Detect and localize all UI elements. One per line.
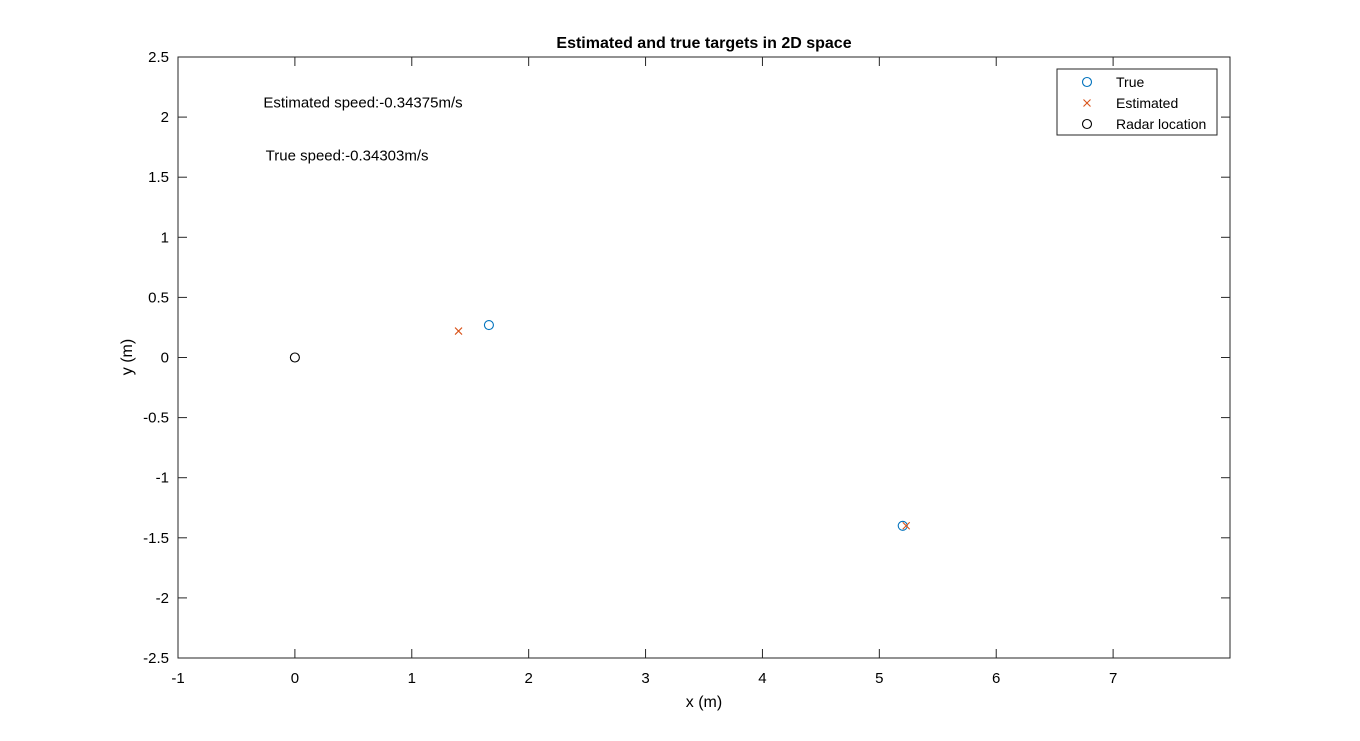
y-tick-label: -2.5 xyxy=(143,650,169,667)
chart-title: Estimated and true targets in 2D space xyxy=(556,35,851,52)
y-axis-label: y (m) xyxy=(119,339,136,375)
x-marker-stroke xyxy=(1083,99,1091,107)
x-axis: -1 0 1 2 3 4 5 6 7 xyxy=(171,57,1117,687)
x-tick-label: 1 xyxy=(408,670,416,687)
y-tick-label: -0.5 xyxy=(143,410,169,427)
legend-marker-radar-location xyxy=(1081,118,1093,130)
point-estimated xyxy=(454,327,463,335)
y-tick-label: -2 xyxy=(156,590,169,607)
legend-box xyxy=(1056,68,1218,136)
y-tick-label: 2 xyxy=(161,109,169,126)
legend-marker-estimated xyxy=(1083,99,1091,107)
speed-annotation: Estimated speed:-0.34375m/s xyxy=(263,94,462,111)
x-tick-label: 3 xyxy=(641,670,649,687)
legend-label-true: True xyxy=(1116,74,1144,90)
point-true xyxy=(897,520,908,531)
x-tick-label: 6 xyxy=(992,670,1000,687)
x-tick-label: -1 xyxy=(171,670,184,687)
point-true xyxy=(483,319,494,331)
y-tick-label: 1 xyxy=(161,229,169,246)
x-tick-label: 2 xyxy=(524,670,532,687)
y-tick-label: 2.5 xyxy=(148,49,169,66)
y-tick-label: -1 xyxy=(156,470,169,487)
x-tick-label: 7 xyxy=(1109,670,1117,687)
y-tick-label: -1.5 xyxy=(143,530,169,547)
legend-label-estimated: Estimated xyxy=(1116,95,1178,111)
data-markers xyxy=(289,319,911,531)
legend: True Estimated Radar location xyxy=(1056,68,1218,136)
y-tick-label: 0 xyxy=(161,350,169,367)
legend-label-radar-location: Radar location xyxy=(1116,116,1206,132)
speed-annotation: True speed:-0.34303m/s xyxy=(266,147,429,164)
x-axis-label: x (m) xyxy=(686,694,722,711)
point-radar-location xyxy=(289,352,300,363)
x-marker-stroke xyxy=(902,521,911,530)
legend-marker-true xyxy=(1081,76,1093,88)
annotations: Estimated speed:-0.34375m/s True speed:-0… xyxy=(263,94,462,164)
y-tick-label: 1.5 xyxy=(148,169,169,186)
y-tick-label: 0.5 xyxy=(148,289,169,306)
x-marker-stroke xyxy=(454,327,463,335)
x-tick-label: 5 xyxy=(875,670,883,687)
y-axis: 2.5 2 1.5 1 0.5 0 -0.5 -1 -1.5 -2 -2.5 xyxy=(143,49,1230,667)
x-tick-label: 4 xyxy=(758,670,766,687)
x-tick-label: 0 xyxy=(291,670,299,687)
point-estimated xyxy=(902,521,911,530)
